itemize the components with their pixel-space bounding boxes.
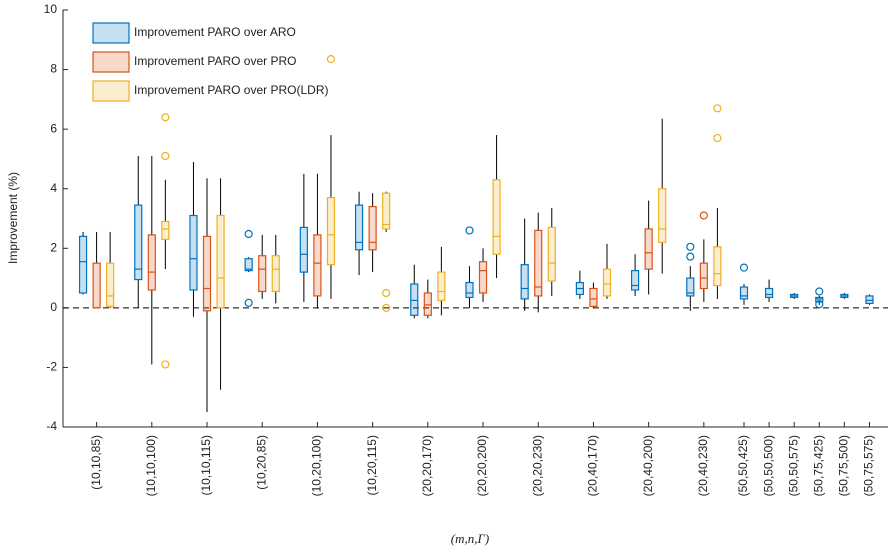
outlier	[699, 211, 708, 220]
box	[520, 264, 529, 300]
box	[534, 229, 543, 297]
y-tick-label: -2	[46, 360, 57, 374]
box	[602, 268, 612, 297]
legend-label: Improvement PARO over PRO	[134, 54, 297, 68]
x-tick-label: (20,40,170)	[586, 435, 600, 496]
y-tick-label: 6	[50, 121, 57, 135]
x-tick-label: (50,75,425)	[811, 435, 825, 496]
y-tick-label: 4	[50, 181, 57, 195]
x-tick-label: (20,20,170)	[420, 435, 434, 496]
box	[147, 234, 156, 291]
outlier	[326, 55, 336, 64]
legend-label: Improvement PARO over PRO(LDR)	[134, 83, 329, 97]
box	[658, 188, 667, 243]
x-tick-label: (20,40,230)	[696, 435, 710, 496]
box	[686, 277, 695, 297]
box	[492, 179, 501, 255]
box	[216, 214, 225, 309]
x-tick-label: (10,10,100)	[144, 435, 158, 496]
outlier	[244, 298, 253, 307]
box	[271, 255, 280, 293]
box	[630, 270, 640, 291]
box	[410, 283, 419, 316]
outlier	[713, 104, 722, 113]
box	[368, 205, 377, 251]
x-tick-label: (50,50,425)	[736, 435, 750, 496]
outlier	[815, 300, 824, 309]
box	[423, 292, 432, 316]
outlier	[739, 263, 749, 272]
box	[815, 296, 824, 303]
outlier	[382, 288, 391, 298]
x-tick-label: (50,50,500)	[761, 435, 775, 496]
box	[478, 261, 488, 294]
box	[106, 262, 115, 307]
box	[161, 220, 170, 240]
legend-label: Improvement PARO over ARO	[134, 25, 296, 39]
y-tick-label: 8	[50, 62, 57, 76]
x-tick-label: (50,75,575)	[862, 435, 876, 496]
box	[326, 197, 336, 266]
legend-swatch	[92, 51, 130, 73]
outlier	[161, 151, 170, 161]
outlier	[713, 133, 722, 143]
x-tick-label: (10,10,85)	[89, 435, 103, 490]
box	[134, 204, 143, 281]
x-tick-label: (50,75,500)	[837, 435, 851, 496]
x-tick-label: (10,20,100)	[310, 435, 324, 496]
box	[299, 226, 308, 273]
box	[244, 258, 253, 272]
legend-swatch	[92, 22, 130, 44]
y-tick-label: 2	[50, 240, 57, 254]
box	[78, 235, 88, 294]
box	[437, 271, 446, 302]
y-tick-label: -4	[46, 419, 57, 433]
box	[258, 255, 267, 293]
y-tick-label: 0	[50, 300, 57, 314]
box	[739, 286, 749, 300]
box	[865, 295, 874, 304]
x-tick-label: (10,20,85)	[254, 435, 268, 490]
outlier	[382, 303, 391, 312]
x-tick-label: (10,10,115)	[199, 435, 213, 496]
legend-swatch	[92, 80, 130, 102]
box	[382, 192, 391, 230]
box	[589, 287, 598, 307]
x-tick-label: (20,40,200)	[641, 435, 655, 496]
x-tick-label: (50,50,575)	[786, 435, 800, 496]
outlier	[815, 287, 824, 296]
x-tick-label: (10,20,115)	[365, 435, 379, 496]
x-axis-label: (m,n,Γ)	[451, 531, 489, 546]
box	[202, 235, 212, 312]
box	[699, 262, 708, 290]
box	[465, 281, 474, 299]
box	[713, 246, 722, 287]
box	[313, 234, 322, 297]
outlier	[465, 226, 474, 235]
box	[354, 204, 364, 251]
x-tick-label: (20,20,200)	[475, 435, 489, 496]
box	[189, 214, 198, 291]
box	[547, 226, 556, 282]
box	[92, 262, 101, 309]
x-tick-label: (20,20,230)	[530, 435, 544, 496]
outlier	[161, 113, 170, 122]
outlier	[161, 360, 170, 369]
box	[764, 287, 774, 299]
y-tick-label: 10	[44, 2, 58, 16]
box	[644, 228, 653, 270]
y-axis-label: Improvement (%)	[6, 172, 20, 264]
outlier	[244, 229, 253, 239]
outlier	[686, 252, 695, 261]
outlier	[686, 242, 695, 251]
